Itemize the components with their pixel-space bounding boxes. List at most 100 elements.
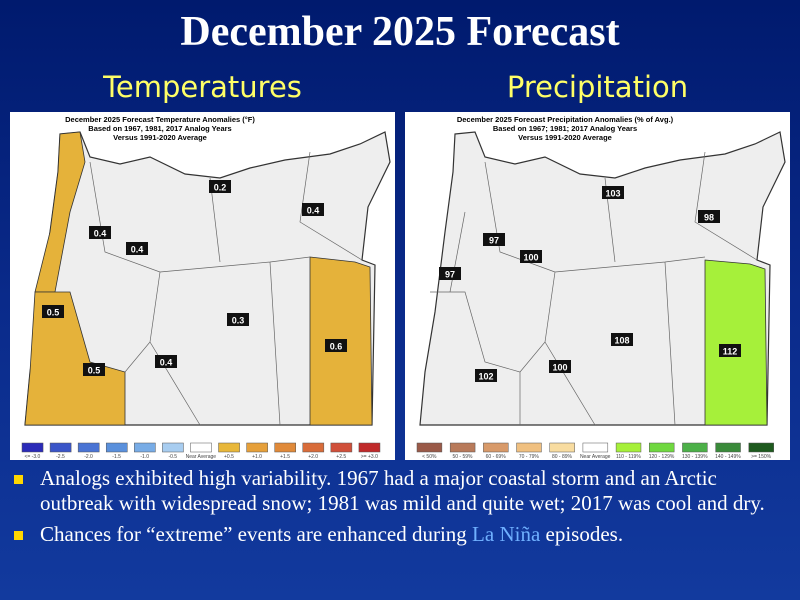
legend-swatch [49, 442, 72, 453]
region-label-box [483, 233, 505, 246]
anomaly-region [24, 291, 126, 426]
region-label-box [42, 305, 64, 318]
legend-label: +2.5 [336, 454, 346, 460]
legend-label: -2.0 [84, 454, 93, 460]
legend-swatch [21, 442, 44, 453]
legend-swatch [330, 442, 353, 453]
region-label-box [602, 186, 624, 199]
region-label: 108 [614, 336, 629, 346]
legend-label: >= 150% [751, 454, 772, 460]
bullet-text: Analogs exhibited high variability. 1967… [40, 466, 765, 515]
map-title: Based on 1967; 1981; 2017 Analog Years [493, 124, 637, 133]
region-label: 0.2 [214, 183, 227, 193]
region-label: 100 [523, 253, 538, 263]
region-label: 0.5 [88, 366, 101, 376]
zone-boundary [89, 151, 363, 426]
legend-label: +2.0 [308, 454, 318, 460]
legend-swatch [582, 442, 609, 453]
legend-swatch [715, 442, 741, 453]
panel-heading: Temperatures [103, 70, 302, 104]
region-label: 98 [704, 213, 714, 223]
slide-title: December 2025 Forecast [180, 9, 620, 55]
anomaly-region [704, 259, 768, 426]
legend-swatch [218, 442, 240, 453]
legend-swatch [358, 442, 381, 453]
legend-swatch [748, 442, 774, 453]
region-label-box [611, 333, 633, 346]
legend-label: >= +3.0 [361, 454, 378, 460]
region-label-box [302, 203, 324, 216]
legend-label: 60 - 69% [486, 454, 507, 460]
legend-label: 50 - 59% [452, 454, 473, 460]
legend-label: 130 - 139% [682, 454, 708, 460]
region-label-box [698, 210, 720, 223]
region-label: 0.4 [307, 206, 320, 216]
region-label-box [439, 267, 461, 280]
region-label: 100 [552, 363, 567, 373]
region-label-box [227, 313, 249, 326]
legend-swatch [274, 442, 297, 453]
region-label: 97 [445, 270, 455, 280]
state-outline [419, 131, 786, 426]
region-label-box [549, 360, 571, 373]
legend-label: -1.5 [112, 454, 121, 460]
bullet: Analogs exhibited high variability. 1967… [12, 466, 792, 516]
legend-label: -0.5 [168, 454, 177, 460]
region-label-box [520, 250, 542, 263]
bullet-text: Chances for “extreme” events are enhance… [40, 522, 473, 546]
panel-heading: Precipitation [506, 70, 689, 104]
bullet: Chances for “extreme” events are enhance… [12, 522, 792, 547]
legend-swatch [516, 442, 542, 453]
legend-swatch [449, 442, 476, 453]
region-label-box [83, 363, 105, 376]
legend-label: 70 - 79% [519, 454, 540, 460]
region-label: 112 [723, 347, 738, 357]
bullet-list: Analogs exhibited high variability. 1967… [12, 466, 792, 553]
bullet-text: La Niña [472, 522, 541, 546]
maps: December 2025 Forecast Temperature Anoma… [21, 112, 790, 460]
region-label: 0.4 [131, 245, 144, 255]
region-label-box [126, 242, 148, 255]
bullet-text: episodes. [540, 522, 624, 546]
legend-label: <= -3.0 [24, 454, 40, 460]
legend-label: -1.0 [140, 454, 149, 460]
legend-label: 110 - 119% [616, 454, 641, 460]
region-label: 103 [605, 189, 620, 199]
legend-swatch [190, 442, 212, 453]
precipitation-map: December 2025 Forecast Precipitation Ano… [405, 112, 790, 460]
map-title: December 2025 Forecast Precipitation Ano… [457, 115, 674, 124]
region-label: 0.6 [330, 342, 343, 352]
legend-swatch [77, 442, 100, 453]
legend-swatch [549, 442, 575, 453]
legend-label: 140 - 149% [715, 454, 741, 460]
legend-label: +1.5 [280, 454, 290, 460]
legend-label: 120 - 129% [649, 454, 675, 460]
legend-swatch [162, 442, 184, 453]
region-label-box [719, 344, 741, 357]
legend-label: < 50% [422, 454, 437, 460]
legend-swatch [246, 442, 268, 453]
region-label-box [475, 369, 497, 382]
region-label: 0.3 [232, 316, 245, 326]
map-title: Versus 1991-2020 Average [113, 133, 207, 142]
legend-swatch [649, 442, 675, 453]
legend-swatch [134, 442, 156, 453]
legend-swatch [682, 442, 708, 453]
region-label: 0.4 [160, 358, 173, 368]
legend-swatch [615, 442, 642, 453]
zone-boundary [430, 151, 758, 426]
map-title: December 2025 Forecast Temperature Anoma… [65, 115, 255, 124]
legend-swatch [483, 442, 509, 453]
legend-label: -2.5 [56, 454, 65, 460]
legend-label: 80 - 89% [552, 454, 573, 460]
legend-swatch [302, 442, 325, 453]
legend-label: Near Average [580, 454, 611, 460]
legend-swatch [416, 442, 443, 453]
map-title: Versus 1991-2020 Average [518, 133, 612, 142]
region-label-box [155, 355, 177, 368]
map-title: Based on 1967, 1981, 2017 Analog Years [88, 124, 231, 133]
region-label: 97 [489, 236, 499, 246]
region-label: 102 [478, 372, 493, 382]
region-label: 0.4 [94, 229, 107, 239]
